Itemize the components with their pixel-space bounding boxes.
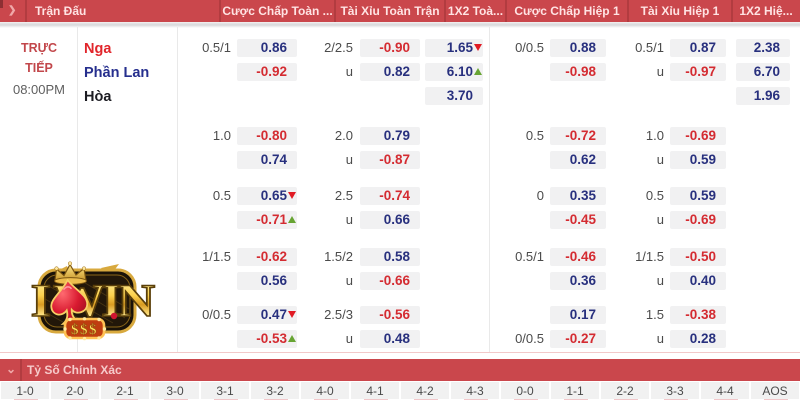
svg-text:I: I [31,275,51,327]
svg-text:$$$: $$$ [71,322,98,338]
